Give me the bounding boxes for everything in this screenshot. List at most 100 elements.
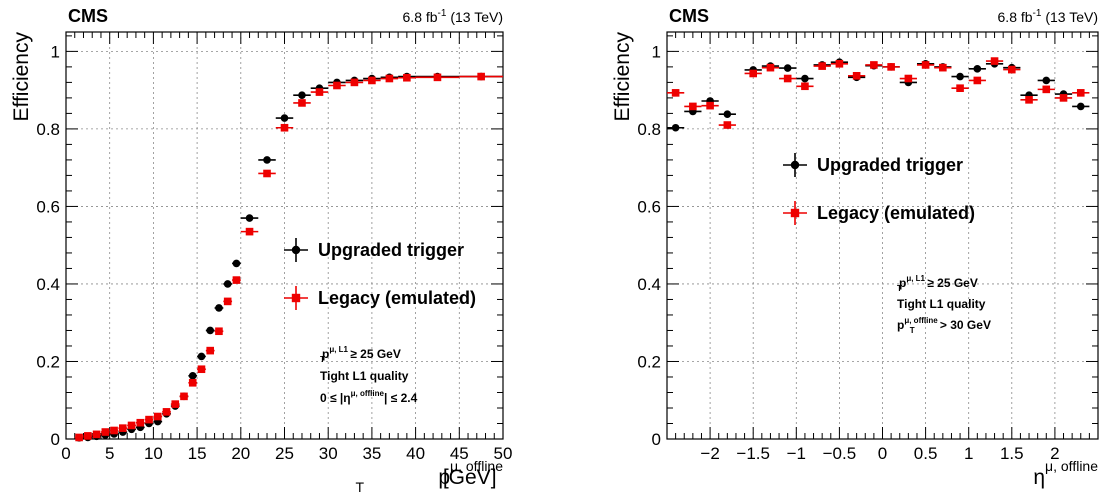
pt-data-point (136, 418, 145, 427)
pt-x-tick-label: 10 (144, 444, 163, 463)
pt-x-axis-title-sup: μ, offline (450, 458, 503, 474)
pt-data-point (197, 352, 206, 361)
pt-x-tick-label: 30 (319, 444, 338, 463)
pt-data-point (280, 123, 289, 132)
pt-cms-label: CMS (68, 6, 108, 26)
eta-data-point (766, 63, 775, 72)
pt-x-tick-label: 45 (450, 444, 469, 463)
eta-series-legacy (667, 57, 1090, 129)
pt-data-point (197, 365, 206, 374)
pt-cut-rest: | ≤ 2.4 (384, 391, 418, 405)
pt-data-point (215, 327, 223, 336)
pt-y-tick-label: 0.8 (36, 120, 60, 139)
eta-cut-label: pμ, offline T > 30 GeV (897, 316, 991, 335)
pt-data-point (350, 78, 359, 87)
eta-cut-label: pμ, L1 T ≥ 25 GeV (897, 274, 978, 293)
pt-x-tick-label: 35 (362, 444, 381, 463)
pt-x-axis-title-sub: T (355, 479, 364, 495)
eta-x-tick-label: −1.5 (736, 444, 770, 463)
eta-x-tick-label: 1.5 (1000, 444, 1024, 463)
pt-efficiency-chart: 0 5 10 15 20 25 30 35 40 45 50 0 0.2 0.4 0.6 0.8 1 Effici… (10, 6, 512, 495)
eta-data-point (723, 121, 732, 129)
pt-data-point (145, 415, 153, 424)
eta-data-point (887, 63, 895, 71)
eta-data-point (921, 61, 930, 69)
pt-cut-label: Tight L1 quality (320, 369, 409, 383)
eta-cut-rest: > 30 GeV (937, 318, 991, 332)
pt-x-tick-label: 0 (61, 444, 70, 463)
eta-lumi-label: 6.8 fb-1 (13 TeV) (998, 8, 1098, 25)
pt-series-legacy (74, 72, 503, 442)
eta-cms-label: CMS (669, 6, 709, 26)
pt-data-point (162, 408, 171, 416)
eta-data-point (1076, 89, 1085, 97)
pt-lumi-value: 6.8 fb (403, 9, 438, 25)
eta-data-point (671, 89, 680, 97)
pt-x-axis-title-unit: [GeV] (437, 466, 497, 489)
pt-cut-sup: μ, offline (351, 389, 385, 398)
eta-legend-marker (790, 160, 800, 170)
eta-data-point (1059, 94, 1068, 102)
pt-data-point (127, 421, 136, 430)
eta-data-point (1025, 96, 1033, 104)
eta-data-point (956, 84, 964, 93)
eta-x-tick-label: 1 (964, 444, 973, 463)
pt-legend-label: Upgraded trigger (318, 240, 464, 260)
eta-data-point (783, 64, 792, 72)
eta-efficiency-chart: −2 −1.5 −1 −0.5 0 0.5 1 1.5 2 0 0.2 0.4 0.6 0.8 1 Effic… (611, 6, 1099, 489)
pt-y-tick-label: 0 (51, 430, 60, 449)
pt-data-point (245, 227, 254, 236)
eta-y-axis-title: Efficiency (611, 32, 634, 122)
pt-y-axis-title: Efficiency (10, 32, 33, 122)
pt-data-point (333, 81, 341, 90)
pt-data-point (75, 433, 83, 442)
eta-data-point (689, 102, 697, 111)
eta-x-tick-label: −1 (787, 444, 806, 463)
pt-x-axis-title-base: p (438, 466, 450, 489)
pt-data-point (84, 432, 92, 440)
eta-y-tick-label: 0.6 (637, 197, 661, 216)
pt-x-tick-label: 5 (105, 444, 114, 463)
eta-x-tick-label: −2 (700, 444, 719, 463)
pt-y-tick-label: 0.6 (36, 197, 60, 216)
eta-data-point (835, 59, 844, 68)
eta-y-tick-label: 0.8 (637, 120, 661, 139)
pt-data-point (188, 372, 197, 380)
eta-y-tick-label: 1 (652, 42, 661, 61)
pt-lumi-energy: (13 TeV) (446, 9, 503, 25)
pt-data-point (298, 91, 306, 99)
pt-cut-sup: μ, L1 (329, 345, 348, 354)
eta-x-axis-title: ημ, offline (1033, 458, 1098, 489)
eta-data-point (870, 61, 878, 69)
eta-cut-base: p (897, 318, 904, 332)
pt-x-axis-title: pμ, offline T [GeV] (355, 458, 503, 495)
pt-cut-label: pμ, L1 T ≥ 25 GeV (320, 345, 401, 364)
eta-cut-base: p (899, 276, 906, 290)
eta-lumi-energy: (13 TeV) (1041, 9, 1098, 25)
eta-data-point (1008, 65, 1016, 74)
pt-legend-marker (291, 293, 301, 303)
pt-data-point (433, 73, 442, 82)
eta-x-axis-title-sup: μ, offline (1045, 458, 1098, 474)
pt-cut-base: Tight L1 quality (320, 369, 409, 383)
pt-cut-label: 0 ≤ |ημ, offline| ≤ 2.4 (320, 389, 418, 405)
pt-legend-marker (291, 245, 301, 255)
eta-data-point (904, 74, 913, 83)
pt-y-tick-label: 0.2 (36, 352, 60, 371)
pt-x-tick-label: 40 (406, 444, 425, 463)
pt-x-tick-label: 20 (231, 444, 250, 463)
pt-data-point (385, 74, 394, 83)
eta-data-point (939, 63, 947, 72)
pt-legend-label: Legacy (emulated) (318, 288, 476, 308)
eta-y-tick-label: 0.2 (637, 352, 661, 371)
pt-data-point (215, 304, 223, 312)
eta-x-tick-label: 2 (1050, 444, 1059, 463)
eta-cut-sub: T (910, 326, 915, 335)
eta-cut-sub: T (897, 284, 902, 293)
eta-legend-label: Upgraded trigger (817, 155, 963, 175)
pt-data-point (315, 88, 324, 96)
eta-data-point (801, 82, 809, 91)
eta-legend-marker (790, 208, 800, 218)
pt-data-point (280, 114, 289, 122)
